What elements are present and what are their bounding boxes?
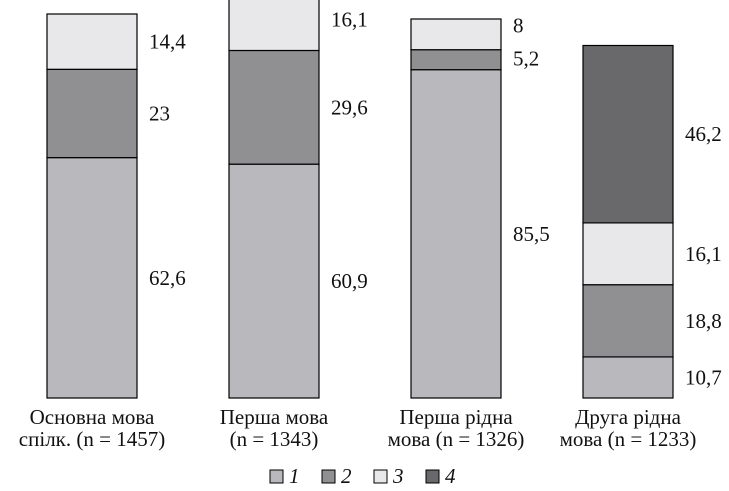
value-label-3-series-2: 5,2 bbox=[513, 47, 539, 71]
legend-label-3: 3 bbox=[392, 464, 404, 488]
value-label-3-series-1: 85,5 bbox=[513, 222, 550, 246]
category-label-3-line-1: Перша рідна bbox=[399, 405, 513, 429]
legend-swatch-1 bbox=[269, 469, 284, 484]
bar-segment-2-series-2 bbox=[228, 49, 320, 165]
bar-segment-4-series-2 bbox=[582, 284, 674, 358]
category-label-2-line-2: (n = 1343) bbox=[230, 427, 319, 451]
category-label-4-line-2: мова (n = 1233) bbox=[560, 427, 697, 451]
value-label-1-series-1: 62,6 bbox=[149, 266, 186, 290]
value-label-2-series-1: 60,9 bbox=[331, 269, 368, 293]
legend-swatch-3 bbox=[373, 469, 388, 484]
value-label-4-series-3: 16,1 bbox=[685, 242, 722, 266]
value-labels-layer: 62,6 23 14,4 60,9 29,6 16,1 85,5 5,2 8 10,7 18,8 16… bbox=[149, 8, 722, 390]
bar-segment-4-series-3 bbox=[582, 222, 674, 286]
bar-segment-3-series-1 bbox=[410, 69, 502, 399]
bar-segment-1-series-2 bbox=[46, 68, 138, 159]
bar-segment-2-series-1 bbox=[228, 163, 320, 399]
value-label-1-series-2: 23 bbox=[149, 101, 170, 125]
legend-swatch-4 bbox=[425, 469, 440, 484]
bar-segment-4-series-4 bbox=[582, 44, 674, 224]
bar-segment-4-series-1 bbox=[582, 356, 674, 399]
bars-layer bbox=[46, 0, 674, 399]
category-label-4-line-1: Друга рідна bbox=[575, 405, 681, 429]
bar-segment-3-series-2 bbox=[410, 49, 502, 71]
bar-segment-3-series-3 bbox=[410, 18, 502, 51]
legend: 1 2 3 4 bbox=[269, 464, 456, 488]
legend-label-1: 1 bbox=[289, 464, 300, 488]
bar-segment-2-series-3 bbox=[228, 0, 320, 52]
legend-label-4: 4 bbox=[445, 464, 456, 488]
value-label-4-series-2: 18,8 bbox=[685, 309, 722, 333]
bar-segment-1-series-3 bbox=[46, 13, 138, 70]
category-label-3-line-2: мова (n = 1326) bbox=[388, 427, 525, 451]
legend-swatch-2 bbox=[321, 469, 336, 484]
bar-segment-1-series-1 bbox=[46, 157, 138, 399]
value-label-1-series-3: 14,4 bbox=[149, 30, 186, 54]
category-label-2-line-1: Перша мова bbox=[220, 405, 329, 429]
value-label-4-series-4: 46,2 bbox=[685, 122, 722, 146]
category-label-1-line-1: Основна мова bbox=[30, 405, 155, 429]
value-label-2-series-2: 29,6 bbox=[331, 95, 368, 119]
value-label-4-series-1: 10,7 bbox=[685, 365, 722, 389]
legend-label-2: 2 bbox=[341, 464, 352, 488]
value-label-3-series-3: 8 bbox=[513, 13, 524, 37]
category-label-1-line-2: спілк. (n = 1457) bbox=[19, 427, 165, 451]
value-label-2-series-3: 16,1 bbox=[331, 8, 368, 32]
